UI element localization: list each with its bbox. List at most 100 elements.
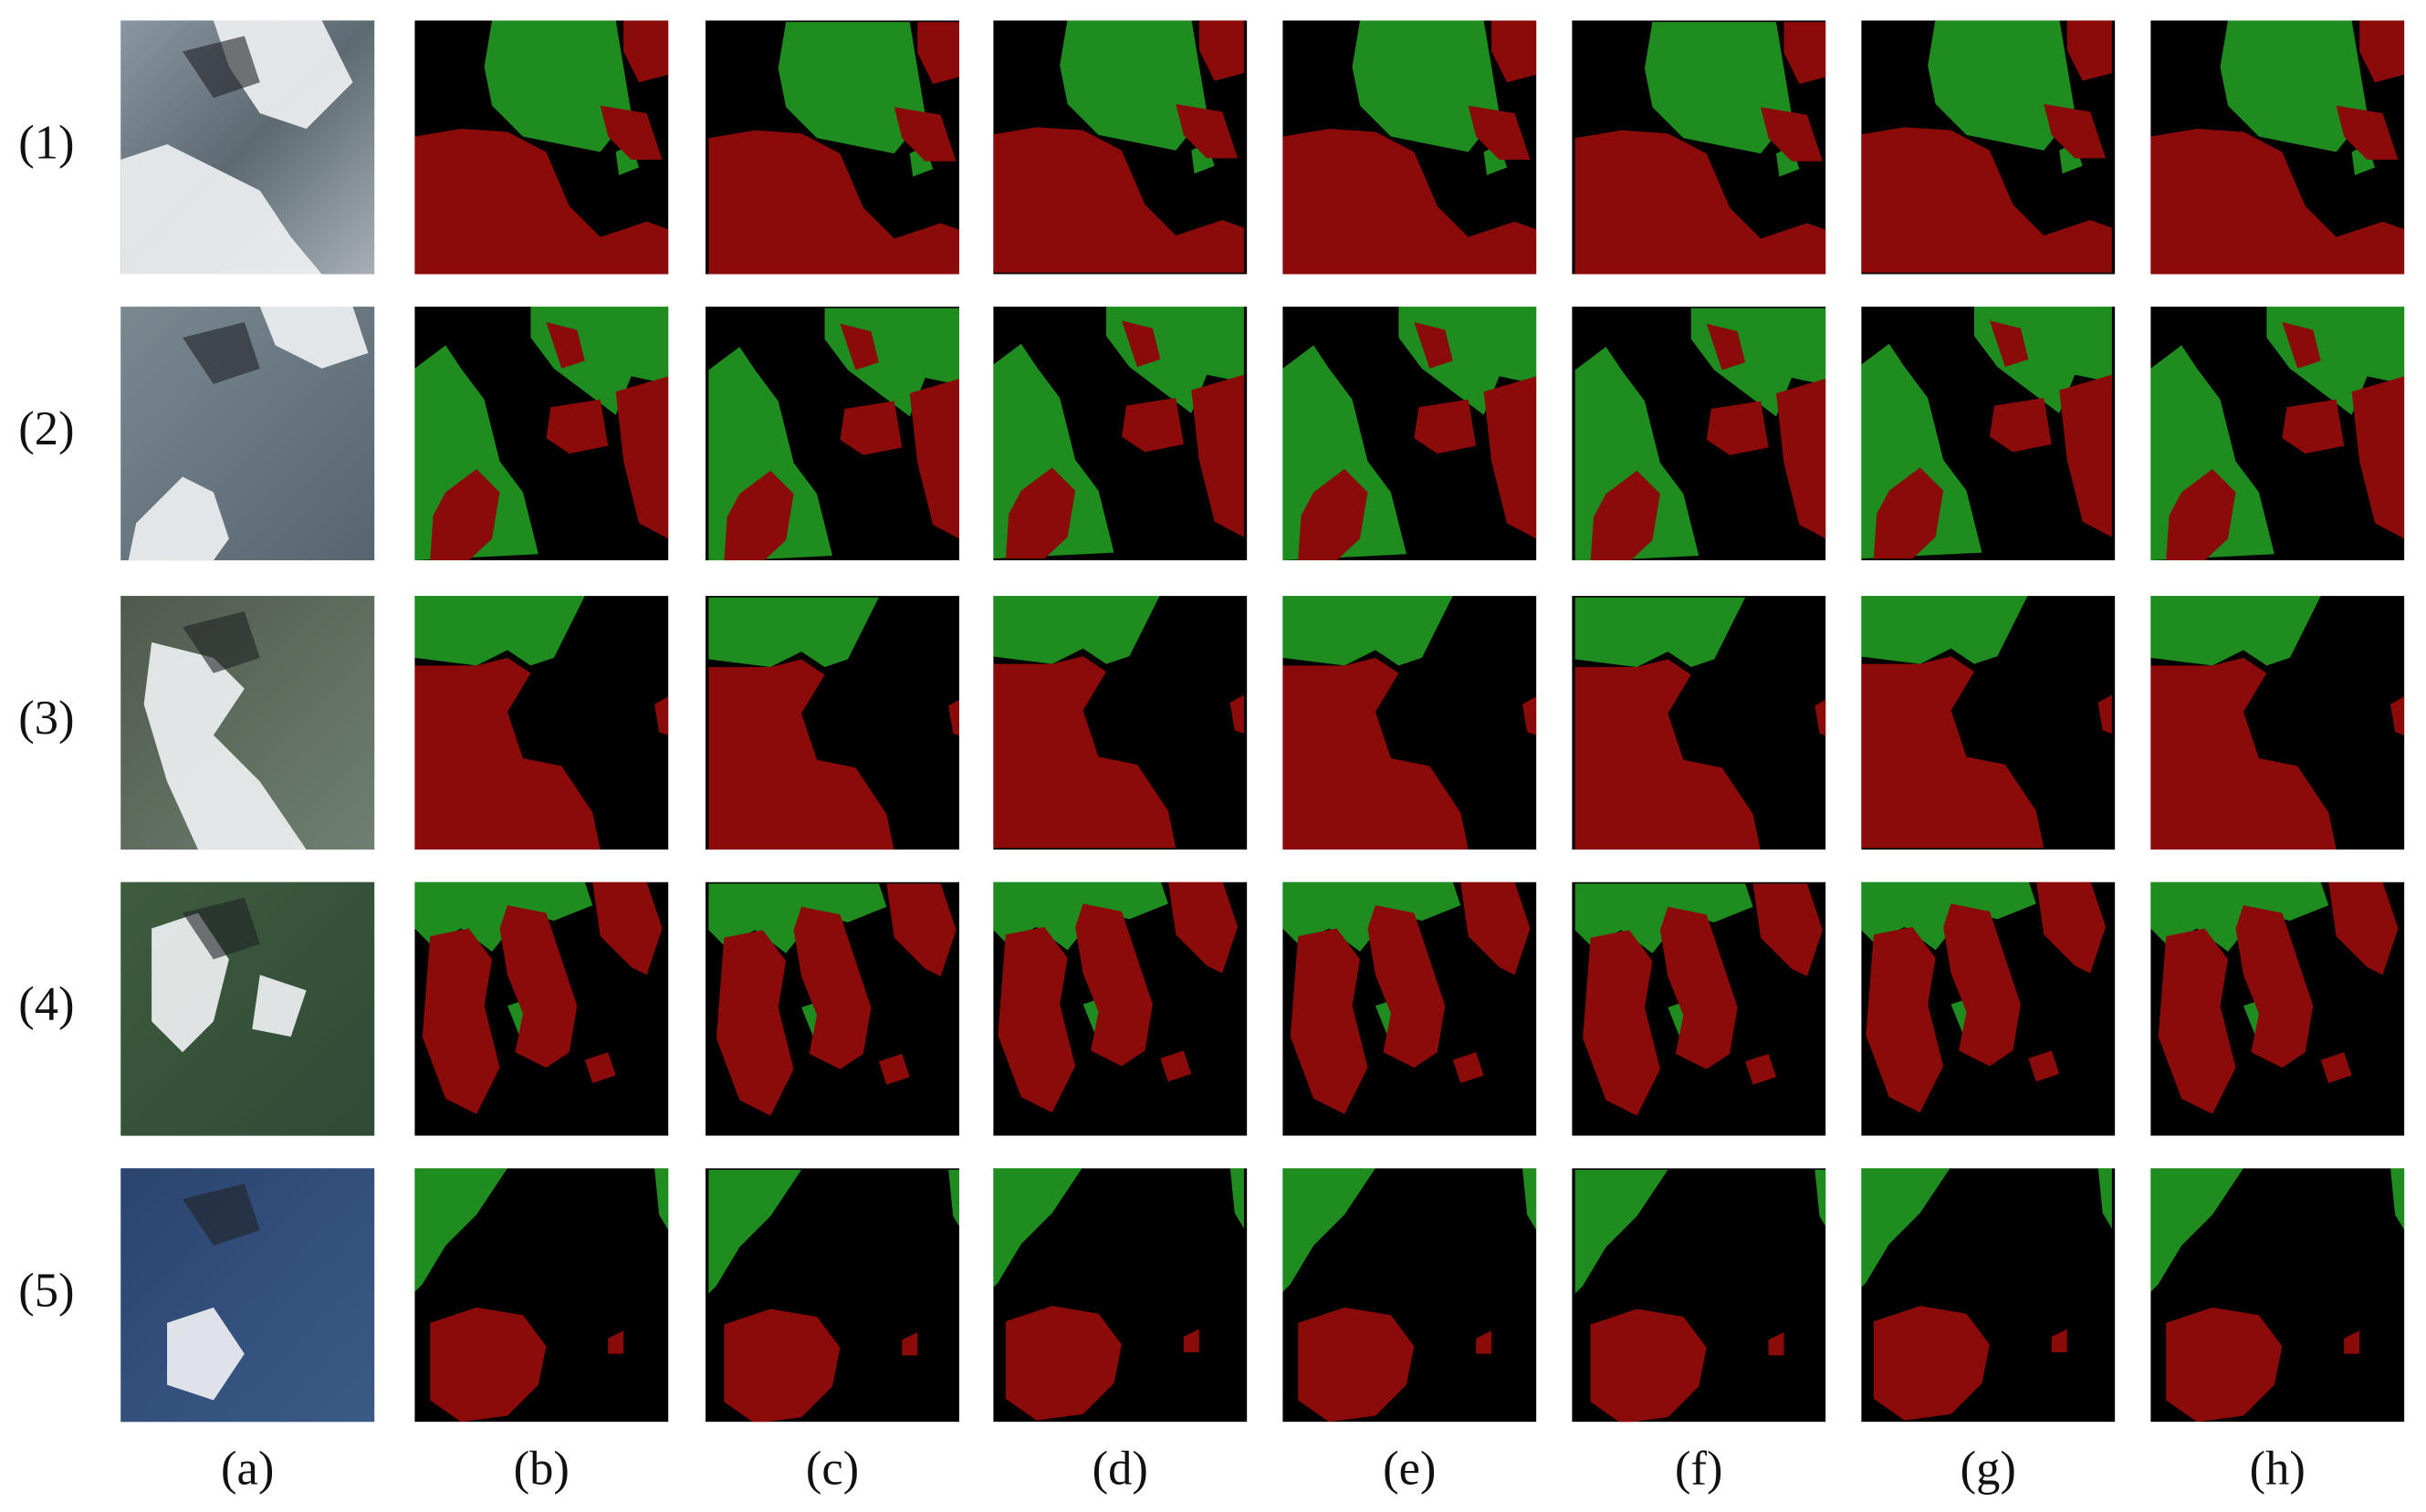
mask-clip <box>2115 20 2131 275</box>
shadow-region <box>1414 322 1453 369</box>
mask-clip <box>2115 1168 2131 1423</box>
cloud-region <box>1229 1166 1244 1229</box>
mask-clip <box>2404 1168 2421 1423</box>
mask-regions <box>414 20 669 275</box>
mask-clip <box>1556 20 1573 275</box>
shadow-region <box>2351 376 2405 539</box>
mask-clip <box>1556 274 1842 290</box>
mask-clip <box>690 1135 975 1152</box>
column-label: (a) <box>221 1442 274 1495</box>
input-image <box>120 596 375 850</box>
shadow-region <box>1814 697 1829 737</box>
mask-clip <box>978 1135 1263 1152</box>
segmentation-mask <box>1267 580 1553 866</box>
segmentation-mask <box>978 580 1263 866</box>
shadow-region <box>1783 22 1829 84</box>
mask-clip <box>2135 307 2151 561</box>
shadow-region <box>1298 1307 1415 1423</box>
shadow-region <box>1590 470 1660 562</box>
mask-clip <box>1247 20 1263 275</box>
mask-regions <box>414 1168 669 1423</box>
shadow-region <box>1866 926 1944 1113</box>
mask-clip <box>958 1168 975 1423</box>
cloud <box>128 476 229 561</box>
shadow-region <box>2028 1050 2060 1082</box>
mask-clip <box>1267 1422 1553 1438</box>
mask-clip <box>399 1135 685 1152</box>
column-label: (d) <box>1093 1442 1148 1495</box>
segmentation-mask <box>2135 5 2421 290</box>
shadow-region <box>592 881 663 975</box>
mask-clip <box>399 866 685 882</box>
mask-clip <box>1267 866 1553 882</box>
mask-regions <box>1574 597 1829 851</box>
segmentation-mask <box>1846 580 2131 866</box>
mask-clip <box>2135 1135 2421 1152</box>
mask-clip <box>1267 274 1553 290</box>
mask-clip <box>1267 850 1553 866</box>
mask-clip <box>1267 1168 1283 1423</box>
segmentation-mask <box>399 291 685 577</box>
shadow-region <box>422 928 500 1114</box>
mask-clip <box>2135 291 2421 308</box>
cloud-region <box>1857 594 2029 664</box>
mask-clip <box>978 1168 994 1423</box>
shadow-region <box>878 1053 910 1085</box>
shadow-region <box>414 129 669 275</box>
mask-clip <box>2135 1152 2421 1169</box>
shadow-region <box>2035 880 2107 974</box>
segmentation-mask <box>978 866 1263 1152</box>
input-image <box>120 1168 375 1423</box>
mask-clip <box>1846 866 2131 882</box>
shadow-region <box>1183 1329 1199 1352</box>
mask-regions <box>708 308 963 562</box>
segmentation-mask <box>690 5 975 290</box>
mask-clip <box>399 5 685 21</box>
cloud-region <box>414 596 585 666</box>
shadow-region <box>1873 1306 1990 1421</box>
mask-clip <box>1556 560 1842 577</box>
shadow-region <box>1468 105 1531 161</box>
shadow-region <box>1160 1050 1192 1082</box>
mask-clip <box>690 274 975 290</box>
shadow-region <box>840 323 879 370</box>
shadow-region <box>1857 656 2044 849</box>
mask-clip <box>1267 580 1553 597</box>
input-image <box>120 307 375 561</box>
cloud-region <box>2220 20 2368 152</box>
mask-regions <box>1282 20 1537 275</box>
mask-clip <box>1825 20 1842 275</box>
cloud-region <box>2390 1168 2405 1231</box>
segmentation-mask <box>1846 866 2131 1152</box>
segmentation-mask <box>399 1152 685 1438</box>
row-label: (5) <box>18 1264 74 1317</box>
mask-regions <box>2150 20 2405 275</box>
mask-regions <box>1857 594 2112 849</box>
column-label: (h) <box>2250 1442 2306 1495</box>
segmentation-mask <box>1556 5 1842 290</box>
shadow-region <box>989 127 1244 273</box>
cloud-shadow <box>183 1184 260 1246</box>
cloud-region <box>2150 596 2321 666</box>
cloud-region <box>484 20 632 152</box>
mask-clip <box>978 881 994 1136</box>
shadow-region <box>1005 1306 1122 1421</box>
shadow-region <box>1706 323 1746 370</box>
shadow-region <box>546 399 609 454</box>
mask-clip <box>1825 881 1842 1136</box>
mask-clip <box>399 560 685 577</box>
mask-regions <box>1574 308 1829 562</box>
shadow-region <box>2166 1307 2283 1423</box>
cloud <box>143 641 307 850</box>
input-image <box>120 20 375 275</box>
mask-clip <box>1247 881 1263 1136</box>
mask-clip <box>690 1422 975 1438</box>
shadow-region <box>2320 1052 2352 1084</box>
mask-clip <box>2135 596 2151 850</box>
mask-regions <box>989 18 1244 273</box>
mask-clip <box>978 307 994 561</box>
mask-clip <box>1846 560 2131 577</box>
mask-clip <box>690 5 975 21</box>
mask-regions <box>708 1169 963 1423</box>
